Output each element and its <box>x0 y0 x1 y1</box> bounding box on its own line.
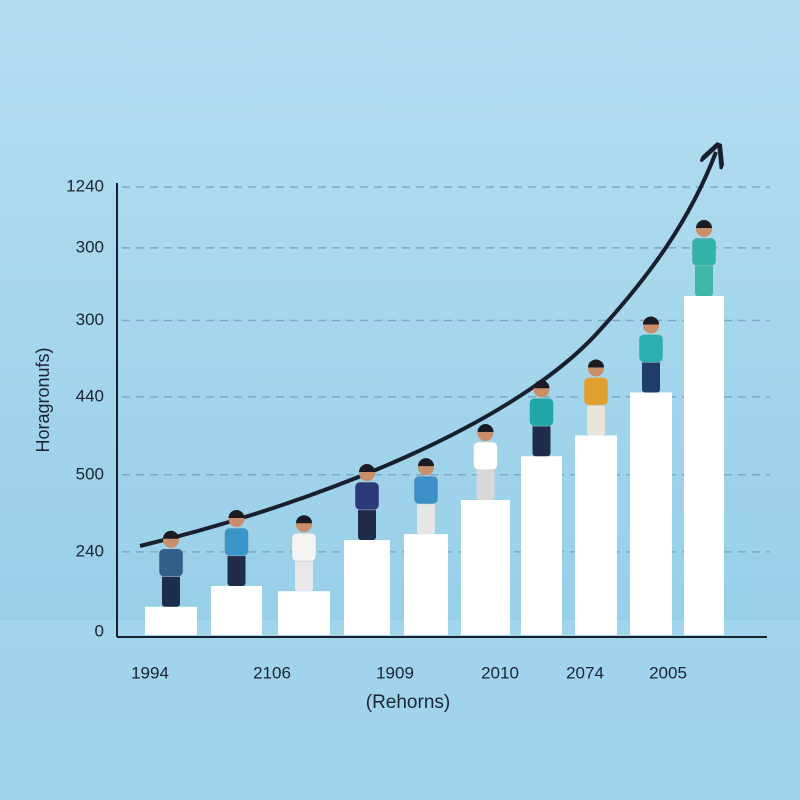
bar <box>630 392 672 635</box>
x-tick-label: 2106 <box>253 663 291 682</box>
bar <box>684 296 724 635</box>
person-legs <box>695 264 713 297</box>
person-hair <box>296 515 312 524</box>
bars <box>145 296 724 635</box>
y-tick-label: 500 <box>76 464 104 483</box>
people <box>158 220 717 607</box>
x-tick-label: 2010 <box>481 663 519 682</box>
person-legs <box>162 574 180 607</box>
person-hair <box>418 458 434 467</box>
bar <box>145 606 197 635</box>
x-tick-label: 1994 <box>131 663 169 682</box>
person-body <box>691 237 717 267</box>
x-tick-label: 2074 <box>566 663 604 682</box>
person-hair <box>477 423 494 432</box>
y-tick-label: 240 <box>76 541 104 560</box>
person-body <box>291 532 317 562</box>
bar <box>521 456 562 635</box>
bar <box>575 435 617 635</box>
person-body <box>473 441 498 471</box>
person-body <box>354 481 380 511</box>
bar <box>404 534 448 635</box>
person-body <box>583 377 609 406</box>
person-legs <box>227 554 246 587</box>
bar <box>461 499 510 635</box>
person-body <box>638 334 664 363</box>
y-tick-label: 300 <box>76 310 104 329</box>
person-legs <box>587 403 605 436</box>
person-body <box>158 548 184 577</box>
person-hair <box>163 530 179 539</box>
growth-arrow <box>139 152 716 548</box>
person-hair <box>643 316 659 325</box>
floor <box>0 620 800 800</box>
y-tick-label: 440 <box>76 386 104 405</box>
y-tick-label: 1240 <box>66 176 104 195</box>
person-body <box>224 527 249 557</box>
x-tick-label: 2005 <box>649 663 687 682</box>
person-body <box>413 475 439 505</box>
y-tick-label: 300 <box>76 237 104 256</box>
x-tick-label: 1909 <box>376 663 414 682</box>
person-body <box>529 397 554 427</box>
person-hair <box>696 220 712 229</box>
bar <box>211 586 262 635</box>
x-axis-label: (Rehorns) <box>366 692 450 713</box>
person-legs <box>358 508 376 541</box>
person-hair <box>533 380 550 389</box>
bar <box>278 591 330 635</box>
person-hair <box>359 464 375 473</box>
person-hair <box>228 510 245 519</box>
person-legs <box>295 559 313 592</box>
bar <box>344 540 390 635</box>
person-legs <box>642 360 660 393</box>
person-legs <box>476 468 495 500</box>
y-tick-label: 0 <box>95 621 104 640</box>
person-legs <box>417 502 435 535</box>
person-legs <box>532 424 551 457</box>
y-axis-label: Horagronufs) <box>33 347 53 452</box>
person-hair <box>588 359 604 368</box>
